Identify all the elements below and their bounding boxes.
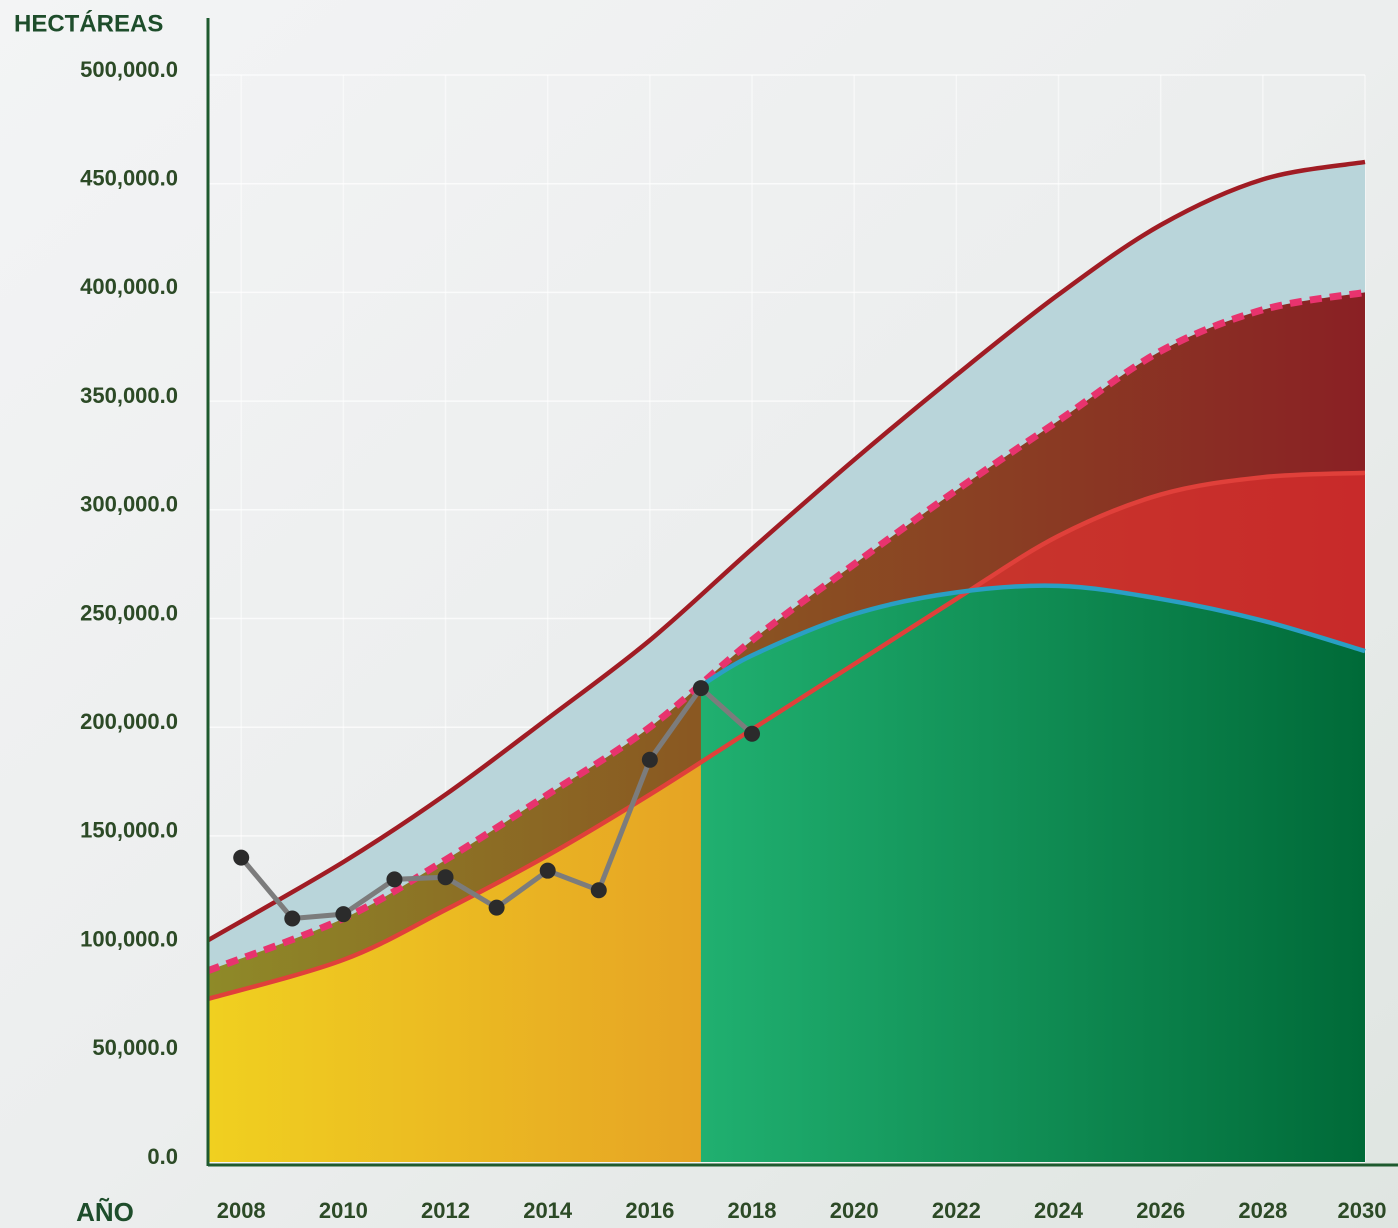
y-tick-label: 200,000.0 <box>80 709 178 734</box>
y-tick-label: 150,000.0 <box>80 818 178 843</box>
data-point <box>642 752 658 768</box>
y-tick-label: 50,000.0 <box>92 1035 178 1060</box>
x-tick-label: 2024 <box>1034 1198 1084 1223</box>
y-tick-label: 350,000.0 <box>80 383 178 408</box>
data-point <box>591 882 607 898</box>
y-tick-label: 250,000.0 <box>80 600 178 625</box>
data-point <box>693 680 709 696</box>
y-tick-label: 300,000.0 <box>80 492 178 517</box>
y-tick-label: 100,000.0 <box>80 926 178 951</box>
x-tick-label: 2018 <box>728 1198 777 1223</box>
x-tick-label: 2008 <box>217 1198 266 1223</box>
y-tick-label: 450,000.0 <box>80 166 178 191</box>
x-axis-title: AÑO <box>76 1197 134 1227</box>
data-point <box>233 850 249 866</box>
data-point <box>284 911 300 927</box>
data-point <box>386 871 402 887</box>
x-tick-label: 2010 <box>319 1198 368 1223</box>
y-tick-label: 400,000.0 <box>80 274 178 299</box>
data-point <box>540 863 556 879</box>
x-tick-label: 2028 <box>1238 1198 1287 1223</box>
x-tick-label: 2016 <box>625 1198 674 1223</box>
x-tick-label: 2020 <box>830 1198 879 1223</box>
y-axis-title: HECTÁREAS <box>14 9 163 37</box>
chart: HECTÁREAS AÑO 0.0 50,000.0 100,000.0 150,00… <box>0 0 1398 1228</box>
data-point <box>744 726 760 742</box>
x-tick-label: 2026 <box>1136 1198 1185 1223</box>
data-point <box>438 869 454 885</box>
y-tick-label: 0.0 <box>147 1144 178 1169</box>
x-tick-label: 2012 <box>421 1198 470 1223</box>
x-tick-label: 2022 <box>932 1198 981 1223</box>
x-tick-label: 2030 <box>1338 1198 1387 1223</box>
y-tick-label: 500,000.0 <box>80 57 178 82</box>
x-tick-label: 2014 <box>523 1198 573 1223</box>
data-point <box>335 906 351 922</box>
data-point <box>489 900 505 916</box>
area-fill <box>701 586 1365 1162</box>
